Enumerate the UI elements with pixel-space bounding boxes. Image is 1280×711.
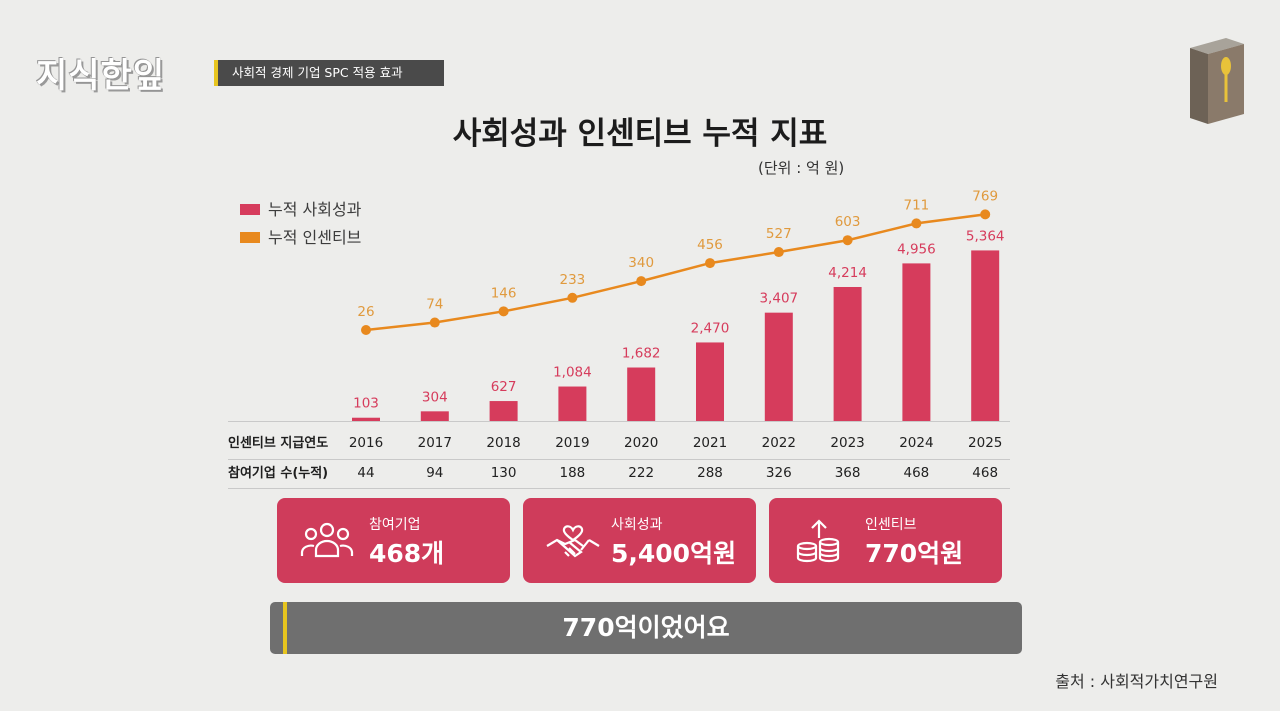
x-tick-label: 2024 <box>899 435 933 451</box>
line-point <box>567 292 578 303</box>
x-tick-label: 2023 <box>830 435 864 451</box>
table-cell: 222 <box>628 465 654 481</box>
table-cell: 468 <box>904 465 930 481</box>
line-point <box>911 218 922 229</box>
line-value-label: 340 <box>628 255 654 271</box>
card-value: 468개 <box>369 539 445 568</box>
line-point <box>773 247 784 258</box>
line-value-label: 527 <box>766 226 792 242</box>
legend-line-label: 누적 인센티브 <box>268 228 361 247</box>
x-tick-label: 2020 <box>624 435 658 451</box>
line-value-label: 603 <box>835 214 861 230</box>
bar <box>764 312 793 421</box>
table-cell: 188 <box>560 465 586 481</box>
line-point <box>842 235 853 246</box>
legend-bar-label: 누적 사회성과 <box>268 200 362 219</box>
line-point <box>705 258 715 269</box>
table-cell: 130 <box>491 465 517 481</box>
line-point <box>361 325 371 335</box>
card-value: 5,400억원 <box>611 539 737 568</box>
stat-card-social-performance: 사회성과 5,400억원 <box>523 498 756 583</box>
bar <box>627 367 656 421</box>
line-value-label: 26 <box>357 304 374 320</box>
card-label: 참여기업 <box>369 517 421 533</box>
stat-card-incentive: 인센티브 770억원 <box>769 498 1002 583</box>
legend-line-swatch <box>240 232 260 243</box>
table-row-label-companies: 참여기업 수(누적) <box>228 465 328 481</box>
bar <box>420 411 449 421</box>
bar-value-label: 5,364 <box>966 228 1005 244</box>
bar-value-label: 304 <box>422 389 448 405</box>
caption-text: 770억이었어요 <box>562 613 730 642</box>
bar <box>352 417 380 421</box>
table-cell: 468 <box>972 465 998 481</box>
table-cell: 288 <box>697 465 723 481</box>
incentive-line <box>365 213 986 332</box>
unit-label: (단위 : 억 원) <box>758 159 845 177</box>
bar <box>558 386 587 421</box>
bar <box>833 286 862 421</box>
bar <box>489 401 518 421</box>
x-tick-label: 2021 <box>693 435 727 451</box>
bar-value-label: 2,470 <box>691 320 730 336</box>
line-value-label: 146 <box>491 285 517 301</box>
x-tick-label: 2022 <box>762 435 796 451</box>
caption-accent <box>283 602 287 654</box>
source-note: 출처 : 사회적가치연구원 <box>1055 672 1218 691</box>
segment-title: 사회적 경제 기업 SPC 적용 효과 <box>214 60 444 86</box>
bar-value-label: 4,956 <box>897 241 936 257</box>
line-point <box>429 317 440 328</box>
subtitle-caption: 770억이었어요 <box>270 602 1022 654</box>
bar-value-label: 103 <box>353 396 379 412</box>
stat-card-companies: 참여기업 468개 <box>277 498 510 583</box>
line-point <box>498 306 509 317</box>
table-cell: 326 <box>766 465 792 481</box>
table-cell: 94 <box>426 465 443 481</box>
table-cell: 368 <box>835 465 861 481</box>
x-tick-label: 2018 <box>486 435 520 451</box>
bar <box>696 342 724 421</box>
table-row-label-year: 인센티브 지급연도 <box>228 435 328 451</box>
line-value-label: 233 <box>560 272 586 288</box>
card-label: 사회성과 <box>611 517 663 533</box>
line-value-label: 711 <box>904 197 930 213</box>
legend-bar-swatch <box>240 204 260 215</box>
chart-title: 사회성과 인센티브 누적 지표 <box>452 116 828 152</box>
bar-value-label: 4,214 <box>828 265 867 281</box>
bar-value-label: 627 <box>491 379 517 395</box>
x-tick-label: 2016 <box>349 435 383 451</box>
bar-value-label: 1,682 <box>622 346 661 362</box>
line-value-label: 74 <box>426 297 443 313</box>
handshake-heart-icon <box>546 525 600 558</box>
x-tick-label: 2017 <box>418 435 452 451</box>
x-tick-label: 2019 <box>555 435 589 451</box>
line-point <box>980 209 991 220</box>
channel-logo: 지식한잎 <box>36 56 166 96</box>
card-value: 770억원 <box>865 539 964 568</box>
line-point <box>636 276 647 287</box>
line-value-label: 456 <box>697 237 723 253</box>
x-tick-label: 2025 <box>968 435 1002 451</box>
table-cell: 44 <box>357 465 374 481</box>
book-spoon-icon <box>1190 38 1244 124</box>
card-label: 인센티브 <box>865 517 917 533</box>
people-icon <box>300 522 354 558</box>
bar-value-label: 1,084 <box>553 365 592 381</box>
bar <box>971 250 1000 421</box>
chart-legend: 누적 사회성과 누적 인센티브 <box>240 200 362 247</box>
coins-arrow-icon <box>796 519 840 563</box>
bar <box>902 263 931 421</box>
bar-value-label: 3,407 <box>759 291 798 307</box>
line-value-label: 769 <box>972 188 998 204</box>
